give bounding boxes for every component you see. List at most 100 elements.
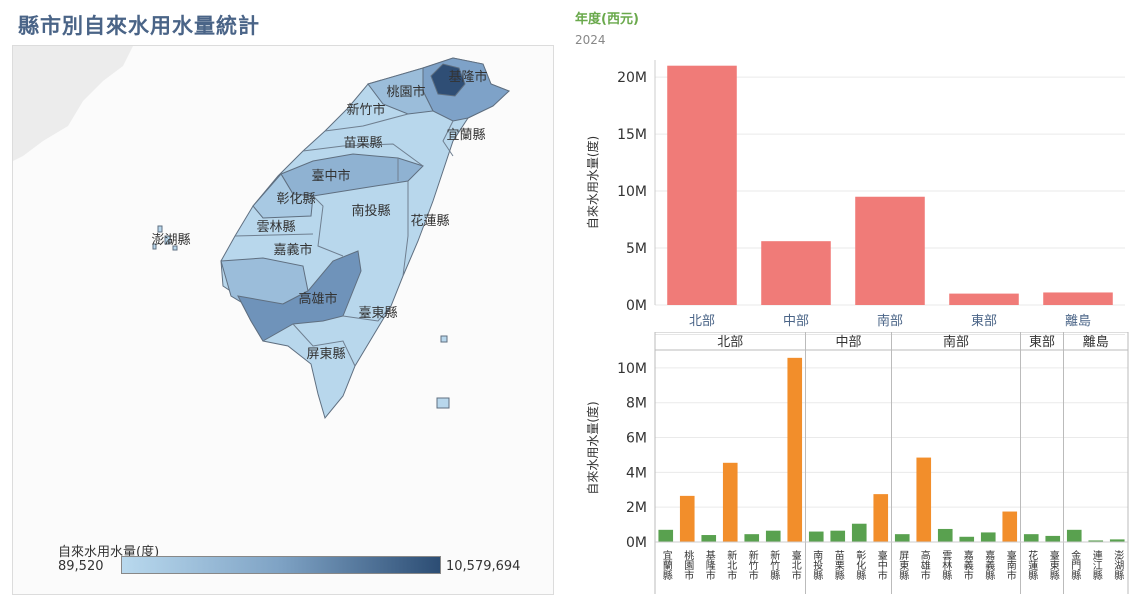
taiwan-map-panel: 基隆市 桃園市 新竹市 宜蘭縣 苗栗縣 臺中市 彰化縣 南投縣 花蓮縣 雲林縣 澎湖縣 嘉義市 高雄市臺…	[12, 45, 554, 595]
year-filter[interactable]: 年度(西元) 2024	[575, 8, 639, 47]
legend-min: 89,520	[58, 559, 104, 574]
map-label: 臺東縣	[358, 305, 397, 321]
y-tick-label: 2M	[626, 500, 647, 516]
bar[interactable]	[830, 530, 846, 542]
y-tick-label: 8M	[626, 396, 647, 412]
y-tick-label: 4M	[626, 465, 647, 481]
bar[interactable]	[1045, 535, 1061, 542]
bar[interactable]	[980, 532, 996, 542]
y-axis-title: 自來水用水量(度)	[585, 401, 600, 494]
region-taipei[interactable]	[430, 63, 466, 97]
x-tick-label: 南投縣	[811, 549, 823, 580]
bar[interactable]	[808, 531, 824, 542]
bar[interactable]	[722, 462, 738, 542]
orchid-island[interactable]	[436, 397, 450, 409]
bar[interactable]	[744, 534, 760, 542]
x-tick-label: 新竹市	[746, 549, 758, 581]
y-tick-label: 10M	[617, 361, 647, 377]
map-label: 新竹市	[346, 102, 385, 118]
region-kaohsiung[interactable]	[237, 250, 362, 342]
bar[interactable]	[959, 536, 975, 542]
bar[interactable]	[1023, 534, 1039, 542]
map-label: 臺中市	[311, 168, 350, 184]
map-label: 彰化縣	[276, 191, 315, 207]
map-label: 桃園市	[386, 84, 425, 100]
x-tick-label: 中部	[783, 314, 809, 329]
bar[interactable]	[855, 196, 925, 305]
x-tick-label: 連江縣	[1090, 549, 1102, 580]
year-filter-value[interactable]: 2024	[575, 33, 606, 47]
x-tick-label: 離島	[1065, 314, 1091, 329]
x-tick-label: 新竹縣	[768, 549, 780, 580]
x-tick-label: 臺中市	[875, 549, 887, 581]
bar[interactable]	[1088, 540, 1104, 542]
bar[interactable]	[658, 529, 674, 542]
x-tick-label: 嘉義市	[961, 549, 973, 581]
green-island[interactable]	[440, 335, 448, 343]
y-tick-label: 5M	[626, 241, 647, 257]
region-taoyuan[interactable]	[367, 67, 434, 115]
map-label: 花蓮縣	[410, 213, 449, 229]
y-tick-label: 0M	[626, 298, 647, 314]
x-tick-label: 桃園市	[682, 549, 694, 581]
legend-gradient-bar	[121, 556, 441, 574]
map-label: 宜蘭縣	[446, 127, 485, 143]
bar[interactable]	[916, 457, 932, 542]
bar[interactable]	[873, 494, 889, 542]
bar[interactable]	[679, 495, 695, 542]
x-tick-label: 彰化縣	[854, 549, 866, 580]
county-borders	[234, 113, 454, 367]
x-tick-label: 高雄市	[918, 549, 930, 581]
group-header: 北部	[717, 335, 743, 350]
map-label: 南投縣	[351, 203, 390, 219]
x-tick-label: 屏東縣	[897, 550, 909, 580]
y-tick-label: 0M	[626, 535, 647, 551]
map-label: 高雄市	[298, 291, 337, 307]
bar[interactable]	[937, 528, 953, 542]
mainland-coast-shape	[13, 46, 133, 161]
bar[interactable]	[1002, 511, 1018, 542]
x-tick-label: 雲林縣	[940, 550, 952, 580]
bar[interactable]	[765, 530, 781, 542]
x-tick-label: 臺東縣	[1047, 549, 1059, 580]
map-label: 基隆市	[448, 69, 487, 85]
x-tick-label: 金門縣	[1069, 549, 1081, 580]
x-tick-label: 宜蘭縣	[660, 549, 672, 580]
y-tick-label: 20M	[617, 70, 647, 86]
map-label: 澎湖縣	[151, 233, 190, 248]
map-label: 苗栗縣	[343, 136, 382, 151]
x-tick-label: 新北市	[725, 549, 737, 581]
bar[interactable]	[701, 535, 717, 542]
bar[interactable]	[761, 241, 831, 305]
group-header: 東部	[1029, 334, 1055, 350]
bar[interactable]	[667, 65, 737, 305]
bar[interactable]	[1109, 539, 1125, 542]
legend-max: 10,579,694	[446, 559, 521, 574]
map-label: 嘉義市	[273, 242, 312, 258]
x-tick-label: 嘉義縣	[983, 549, 995, 580]
group-header: 南部	[943, 334, 969, 350]
x-tick-label: 花蓮縣	[1026, 549, 1038, 580]
x-tick-label: 東部	[971, 313, 997, 329]
bar[interactable]	[1043, 292, 1113, 305]
x-tick-label: 基隆市	[703, 549, 715, 581]
x-tick-label: 澎湖縣	[1112, 550, 1124, 580]
x-tick-label: 臺北市	[789, 549, 801, 581]
color-legend: 自來水用水量(度) 89,520 10,579,694	[58, 541, 558, 581]
bar[interactable]	[949, 293, 1019, 305]
page-title: 縣市別自來水用水量統計	[18, 14, 260, 38]
region-bar-chart[interactable]: 0M 5M 10M 15M 20M 北部 中部 南部 東部 離島 自來水用水量(度)	[575, 45, 1135, 335]
penghu-islands[interactable]	[152, 225, 178, 251]
y-tick-label: 15M	[617, 127, 647, 143]
x-tick-label: 苗栗縣	[832, 550, 844, 580]
bar[interactable]	[1066, 529, 1082, 542]
y-tick-label: 10M	[617, 184, 647, 200]
y-tick-label: 6M	[626, 431, 647, 447]
map-label: 屏東縣	[306, 346, 345, 362]
bar[interactable]	[787, 357, 803, 542]
group-header: 離島	[1083, 335, 1109, 350]
bar[interactable]	[894, 534, 910, 542]
bar[interactable]	[851, 523, 867, 542]
